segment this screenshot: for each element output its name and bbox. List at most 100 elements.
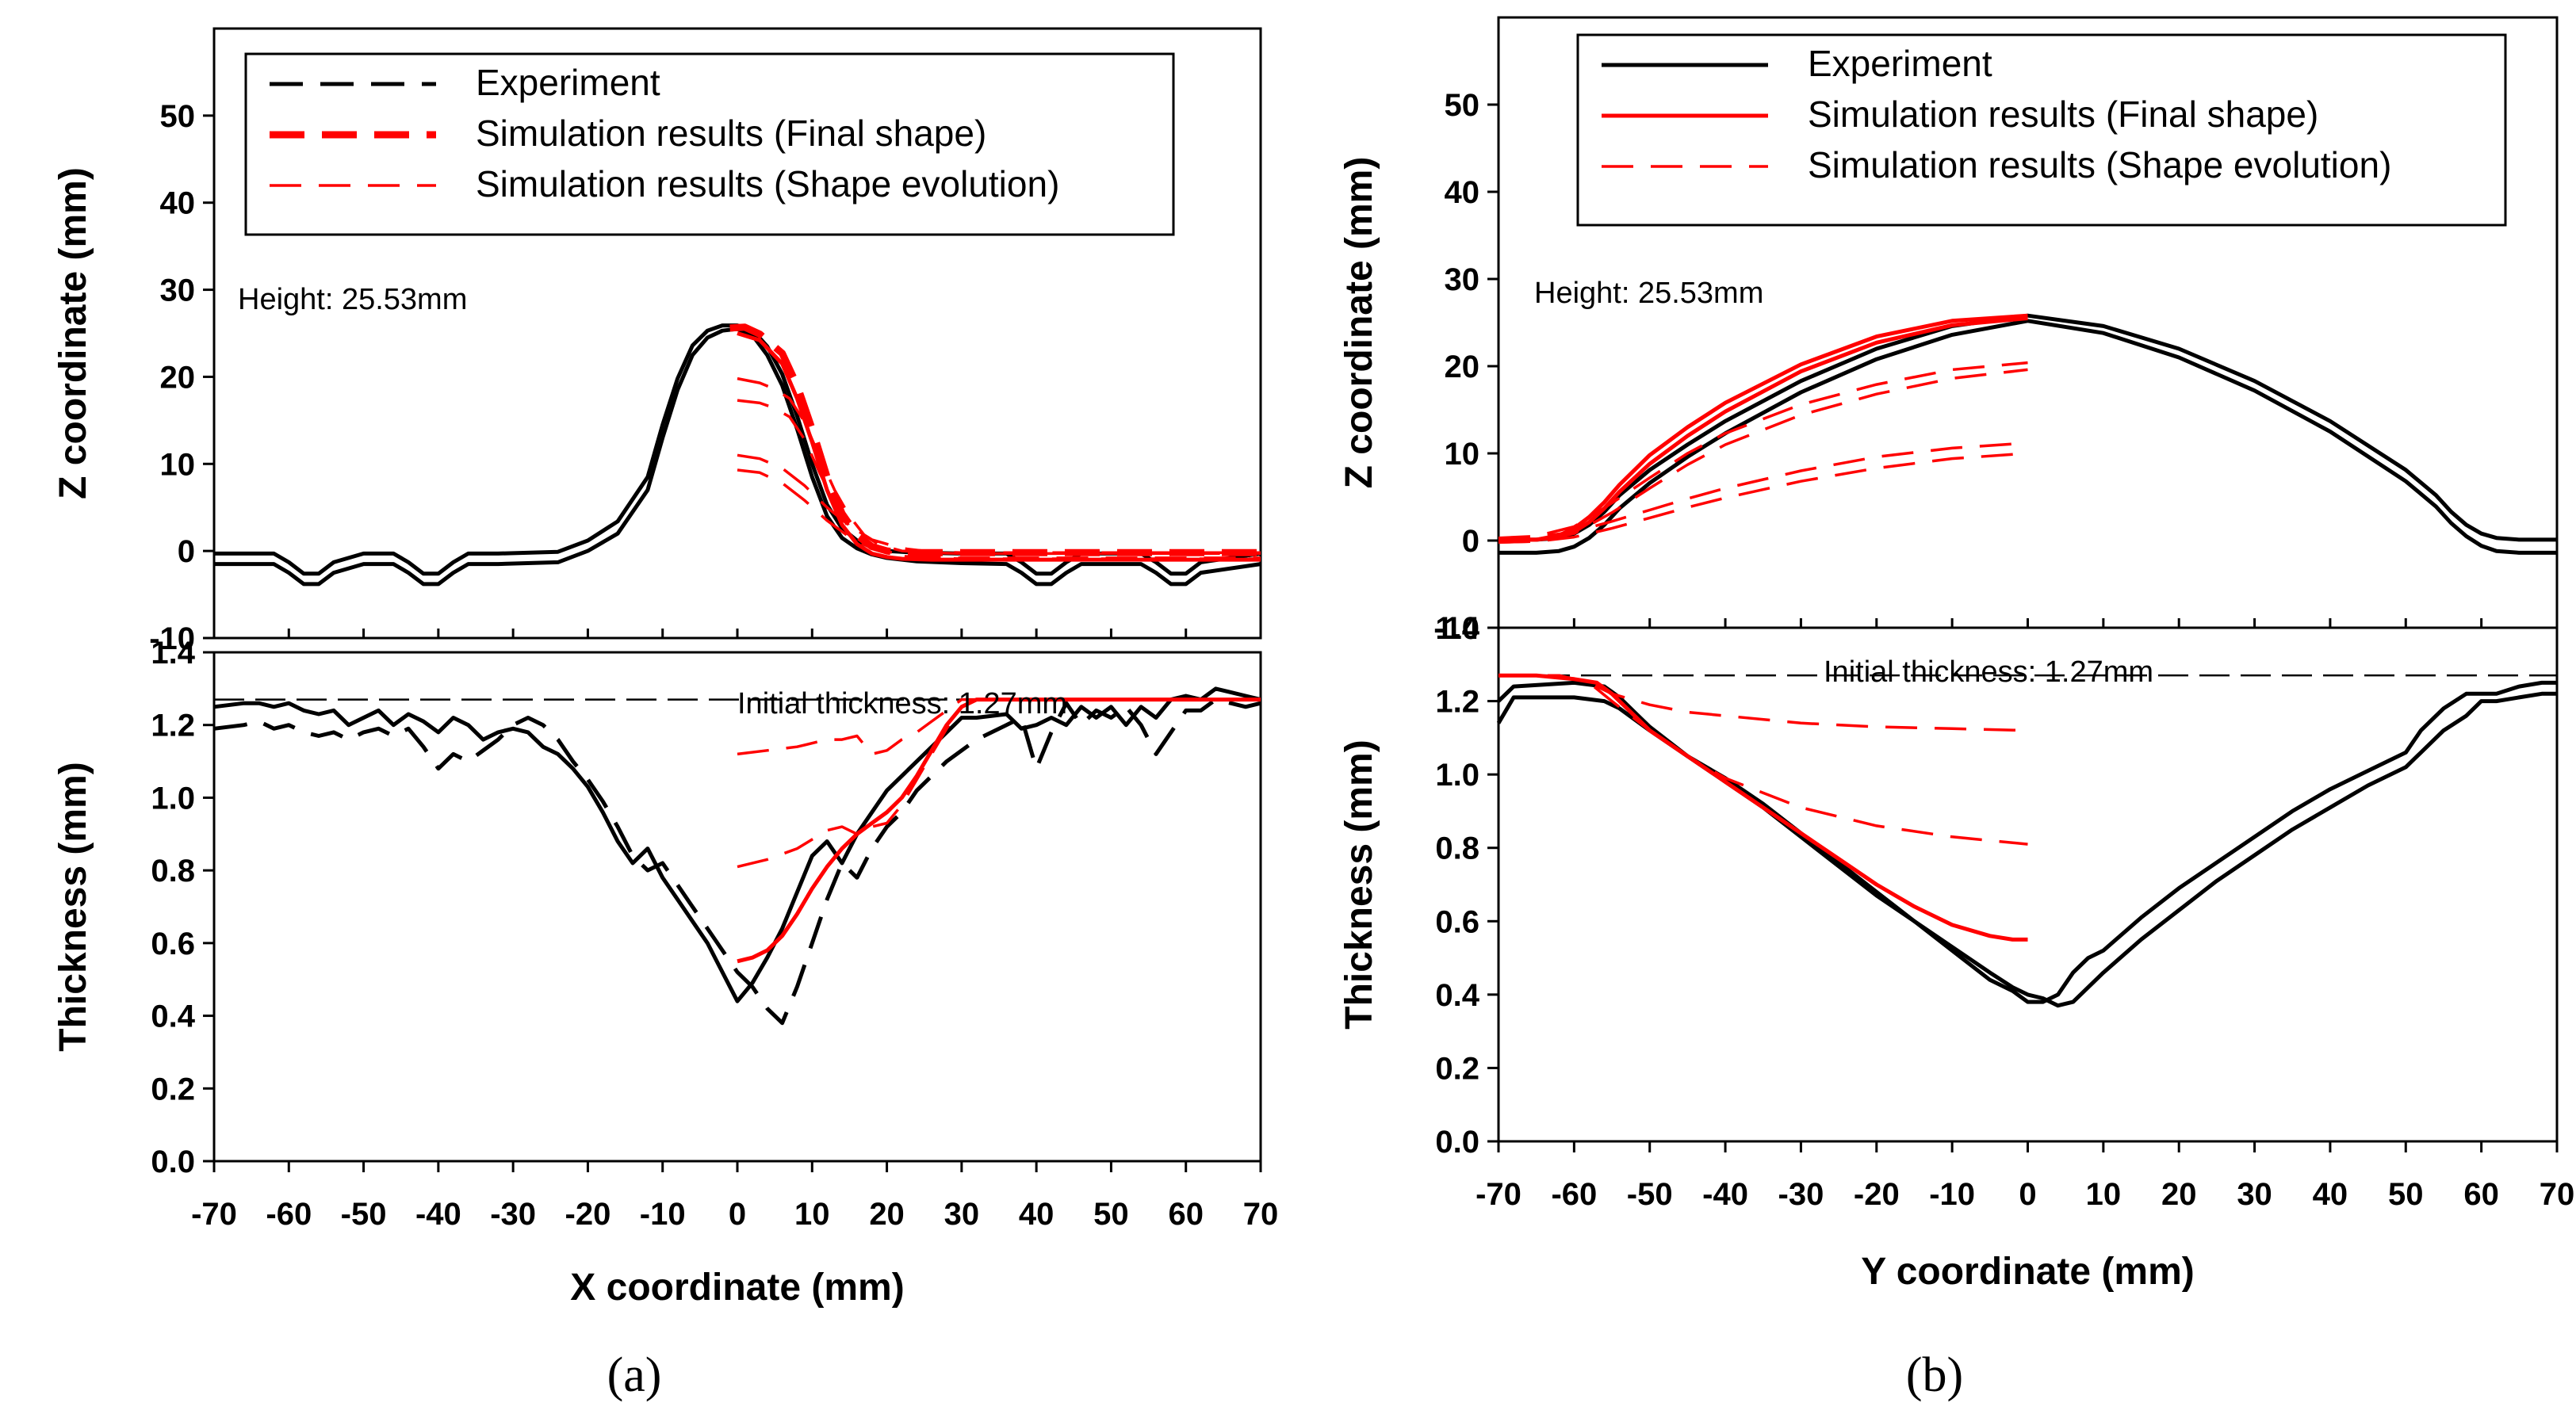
chart-b-top-series-5 xyxy=(1498,361,2028,540)
chart-b-top-panel: -10 0 10 20 30 40 50 Z coordinate (mm) Height: 2… xyxy=(1338,16,2559,646)
y-tick-label: 50 xyxy=(1445,88,1480,123)
chart-a-bottom-series-4 xyxy=(737,697,1261,869)
chart-a-top-series-7 xyxy=(737,453,1261,555)
x-tick-label: -60 xyxy=(266,1197,312,1232)
chart-b-legend: Experiment Simulation results (Final shap… xyxy=(1576,33,2507,227)
x-tick-label: -50 xyxy=(1627,1177,1673,1212)
legend-label: Simulation results (Final shape) xyxy=(1808,94,2318,135)
y-tick-label: 20 xyxy=(1445,350,1480,384)
x-tick-label: -10 xyxy=(640,1197,686,1232)
x-tick-label: 70 xyxy=(2540,1177,2575,1212)
legend-label: Simulation results (Final shape) xyxy=(476,113,986,154)
y-tick-label: 0.2 xyxy=(151,1072,195,1106)
y-tick-label: 10 xyxy=(160,447,196,482)
chart-a-top-annotation: Height: 25.53mm xyxy=(238,283,467,316)
x-tick-label: -30 xyxy=(1778,1177,1824,1212)
chart-a-legend: Experiment Simulation results (Final shap… xyxy=(244,52,1175,236)
x-tick-label: 70 xyxy=(1243,1197,1279,1232)
y-tick-label: 0.2 xyxy=(1435,1051,1479,1086)
caption-b: (b) xyxy=(1906,1348,1963,1402)
x-tick-label: 30 xyxy=(944,1197,980,1232)
y-tick-label: 1.0 xyxy=(151,781,195,816)
chart-a-bottom-annotation: Initial thickness: 1.27mm xyxy=(737,687,1067,720)
y-tick-label: -10 xyxy=(149,621,195,656)
y-tick-label: 1.0 xyxy=(1435,758,1479,793)
chart-a-bottom-panel: 0.0 0.2 0.4 0.6 0.8 1.0 1.2 1.4 Thickness (mm) In… xyxy=(52,636,1278,1309)
chart-a-top-series-1 xyxy=(214,323,1261,576)
chart-a-top-series-0 xyxy=(214,327,1261,587)
y-tick-label: 0.8 xyxy=(1435,831,1479,866)
x-tick-label: 50 xyxy=(2388,1177,2424,1212)
y-tick-label: 0.8 xyxy=(151,854,195,889)
chart-a-bottom-ylabel: Thickness (mm) xyxy=(52,762,94,1051)
x-tick-label: -30 xyxy=(490,1197,536,1232)
y-tick-label: 30 xyxy=(1445,262,1480,297)
chart-b-bottom-series-1 xyxy=(1497,680,2557,1008)
chart-b-top-series-2 xyxy=(1499,316,2028,542)
x-tick-label: 60 xyxy=(2463,1177,2499,1212)
y-tick-label: 1.4 xyxy=(151,636,195,671)
chart-b-top-ylabel: Z coordinate (mm) xyxy=(1338,157,1380,489)
x-tick-label: 40 xyxy=(1019,1197,1055,1232)
y-tick-label: 0 xyxy=(178,534,195,569)
x-tick-label: 30 xyxy=(2237,1177,2272,1212)
x-tick-label: 10 xyxy=(2086,1177,2122,1212)
y-tick-label: 0.4 xyxy=(151,999,195,1034)
x-tick-label: -20 xyxy=(1854,1177,1900,1212)
chart-b-top-annotation: Height: 25.53mm xyxy=(1534,277,1763,310)
chart-a-bottom-series-1 xyxy=(213,697,1261,1026)
chart-b-top-series-6 xyxy=(1498,452,2028,544)
y-tick-label: 0.0 xyxy=(1435,1125,1479,1160)
x-tick-label: 20 xyxy=(869,1197,905,1232)
y-tick-label: 0.6 xyxy=(1435,904,1479,939)
legend-label: Experiment xyxy=(1808,43,1992,84)
x-tick-label: -70 xyxy=(191,1197,237,1232)
x-tick-label: -50 xyxy=(341,1197,387,1232)
chart-b-top-series-1 xyxy=(1499,313,2557,542)
chart-b-top-series-7 xyxy=(1498,441,2028,541)
x-tick-label: 20 xyxy=(2161,1177,2197,1212)
x-tick-label: 60 xyxy=(1168,1197,1204,1232)
y-tick-label: 0 xyxy=(1462,524,1479,559)
chart-b-top-series-0 xyxy=(1499,319,2557,555)
x-tick-label: 0 xyxy=(2019,1177,2036,1212)
chart-b-top-series-4 xyxy=(1498,368,2028,544)
y-tick-label: 0.0 xyxy=(151,1145,195,1179)
y-tick-label: 50 xyxy=(160,99,196,134)
legend-label: Simulation results (Shape evolution) xyxy=(476,163,1059,204)
chart-b-bottom-annotation: Initial thickness: 1.27mm xyxy=(1824,655,2153,689)
x-tick-label: -10 xyxy=(1929,1177,1975,1212)
chart-b-bottom-panel: 0.0 0.2 0.4 0.6 0.8 1.0 1.2 1.4 Thickness (mm) In… xyxy=(1338,611,2574,1293)
x-tick-label: -60 xyxy=(1551,1177,1597,1212)
chart-a-top-series-6 xyxy=(737,468,1261,560)
x-tick-label: -70 xyxy=(1476,1177,1521,1212)
chart-a-top-ylabel: Z coordinate (mm) xyxy=(52,167,94,499)
chart-b-bottom-ylabel: Thickness (mm) xyxy=(1338,739,1380,1029)
y-tick-label: 1.2 xyxy=(1435,685,1479,720)
chart-a-bottom-series-0 xyxy=(213,686,1261,1003)
chart-b-bottom-frame xyxy=(1497,626,2559,1143)
y-tick-label: 20 xyxy=(160,360,196,395)
y-tick-label: 40 xyxy=(1445,175,1480,210)
chart-b-xlabel: Y coordinate (mm) xyxy=(1861,1251,2195,1293)
chart-b-bottom-series-2 xyxy=(1499,673,2028,942)
y-tick-label: 1.4 xyxy=(1435,611,1479,646)
chart-b-bottom-series-4 xyxy=(1499,674,2028,846)
legend-label: Experiment xyxy=(476,62,660,103)
y-tick-label: 0.6 xyxy=(151,927,195,961)
x-tick-label: -40 xyxy=(415,1197,461,1232)
y-tick-label: 30 xyxy=(160,273,196,308)
chart-a-bottom-series-2 xyxy=(737,697,1261,964)
chart-b-bottom-series-3 xyxy=(1499,674,2028,732)
x-tick-label: 40 xyxy=(2313,1177,2348,1212)
y-tick-label: 10 xyxy=(1445,437,1480,472)
chart-b-top-series-3 xyxy=(1499,313,2028,542)
chart-a-top-panel: -10 0 10 20 30 40 50 Z coordinate (mm) Height: 2… xyxy=(52,27,1262,656)
chart-a-xlabel: X coordinate (mm) xyxy=(570,1267,904,1309)
x-tick-label: -40 xyxy=(1702,1177,1748,1212)
y-tick-label: -10 xyxy=(1433,611,1479,646)
y-tick-label: 0.4 xyxy=(1435,978,1479,1013)
y-tick-label: 40 xyxy=(160,186,196,221)
x-tick-label: -20 xyxy=(565,1197,611,1232)
